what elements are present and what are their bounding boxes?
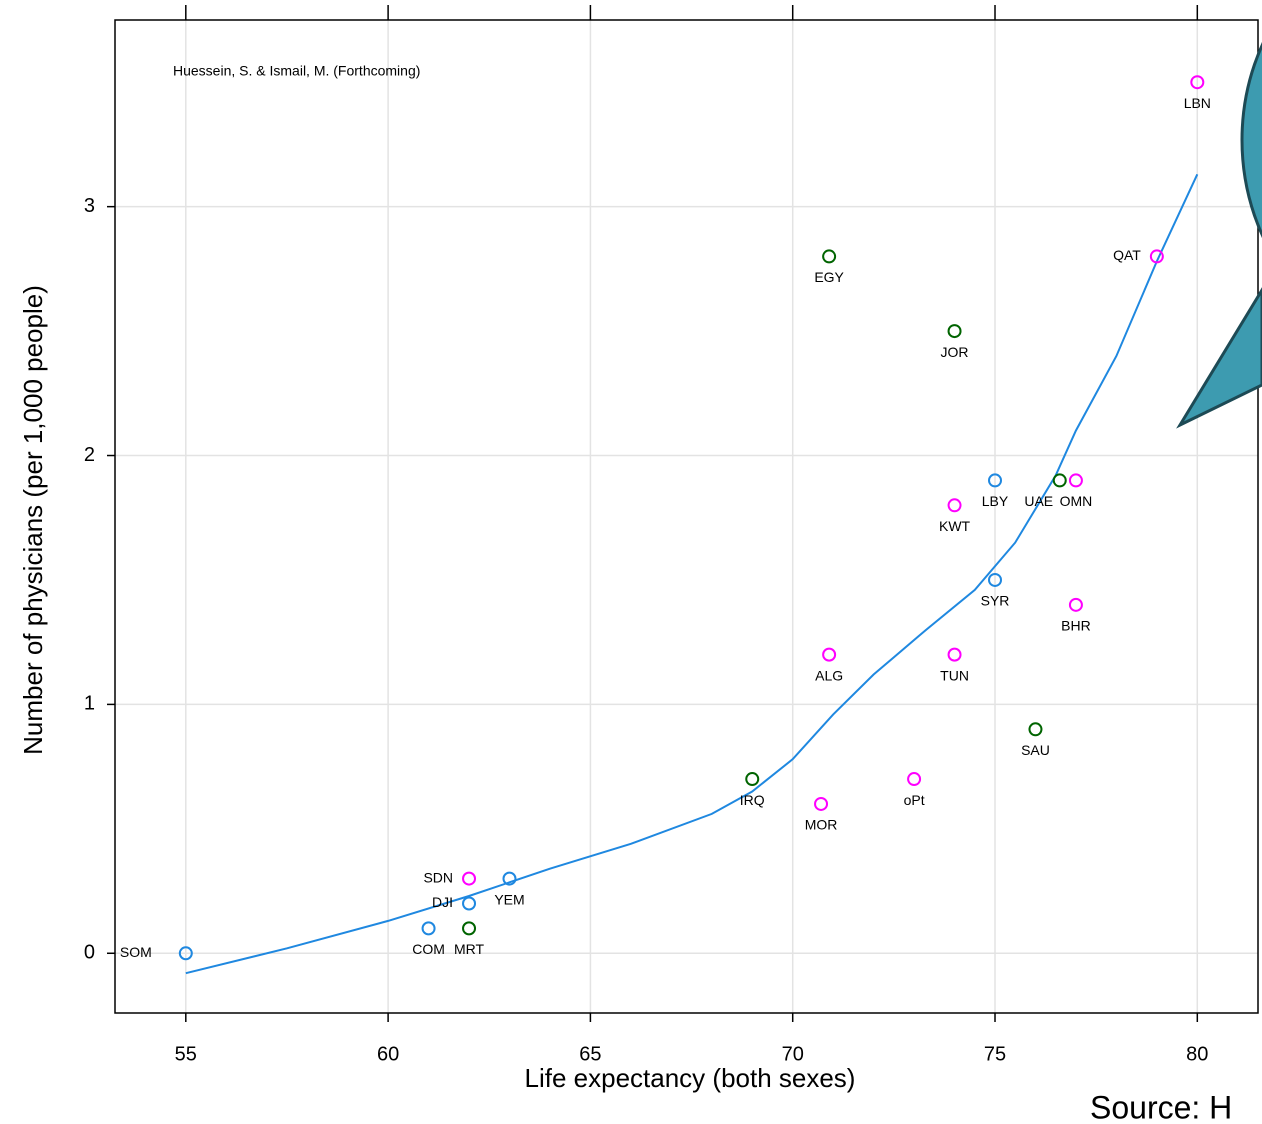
- chart: SOM COM DJI YEM LBY SYR SDN MOR oPt ALG TUN KWT OMN B…: [0, 0, 1262, 1124]
- page: {"chart_data": { "type": "scatter", "x_l…: [0, 0, 1262, 1124]
- point-label: oPt: [904, 792, 925, 808]
- y-tick-label: 0: [84, 942, 95, 964]
- fit-line: [186, 174, 1198, 973]
- point-label: SOM: [120, 944, 152, 960]
- x-tick-label: 65: [579, 1043, 601, 1065]
- point-label: MRT: [454, 941, 485, 957]
- point-label: SYR: [981, 593, 1010, 609]
- point-label: JOR: [941, 344, 969, 360]
- point: [1029, 723, 1041, 735]
- point-label: DJI: [432, 894, 453, 910]
- point-label: UAE: [1024, 493, 1053, 509]
- point-label: LBN: [1184, 95, 1211, 111]
- point: [746, 773, 758, 785]
- point: [908, 773, 920, 785]
- plot-frame: [115, 20, 1258, 1013]
- point-label: KWT: [939, 518, 971, 534]
- point: [823, 649, 835, 661]
- point: [1070, 474, 1082, 486]
- point-label: SAU: [1021, 742, 1050, 758]
- point-label: SDN: [423, 869, 453, 885]
- y-tick-label: 2: [84, 444, 95, 466]
- x-tick-label: 80: [1186, 1043, 1208, 1065]
- annotation: Huessein, S. & Ismail, M. (Forthcoming): [173, 63, 420, 79]
- point-label: YEM: [494, 891, 524, 907]
- point: [463, 922, 475, 934]
- source: Source: H: [1090, 1089, 1232, 1124]
- point: [815, 798, 827, 810]
- x-tick-label: 60: [377, 1043, 399, 1065]
- y-axis-label: Number of physicians (per 1,000 people): [18, 285, 48, 755]
- y-tick-label: 3: [84, 195, 95, 217]
- x-tick-label: 55: [175, 1043, 197, 1065]
- point-label: BHR: [1061, 618, 1091, 634]
- point-label: COM: [412, 941, 445, 957]
- point: [949, 499, 961, 511]
- x-tick-label: 75: [984, 1043, 1006, 1065]
- point-label: TUN: [940, 667, 969, 683]
- x-axis-label: Life expectancy (both sexes): [525, 1063, 856, 1093]
- point-label: QAT: [1113, 247, 1141, 263]
- point: [463, 873, 475, 885]
- point: [1054, 474, 1066, 486]
- point-label: IRQ: [740, 792, 765, 808]
- point-label: EGY: [814, 269, 844, 285]
- point: [423, 922, 435, 934]
- point: [823, 250, 835, 262]
- marks: SOM COM DJI YEM LBY SYR SDN MOR oPt ALG TUN KWT OMN B…: [120, 76, 1211, 973]
- point: [949, 649, 961, 661]
- point-label: LBY: [982, 493, 1009, 509]
- point: [949, 325, 961, 337]
- x-tick-label: 70: [782, 1043, 804, 1065]
- grid: [115, 20, 1258, 1013]
- point-label: OMN: [1060, 493, 1093, 509]
- point-label: ALG: [815, 667, 843, 683]
- y-tick-label: 1: [84, 693, 95, 715]
- point: [1070, 599, 1082, 611]
- callout: [1180, 0, 1262, 425]
- point-label: MOR: [805, 817, 838, 833]
- point: [463, 897, 475, 909]
